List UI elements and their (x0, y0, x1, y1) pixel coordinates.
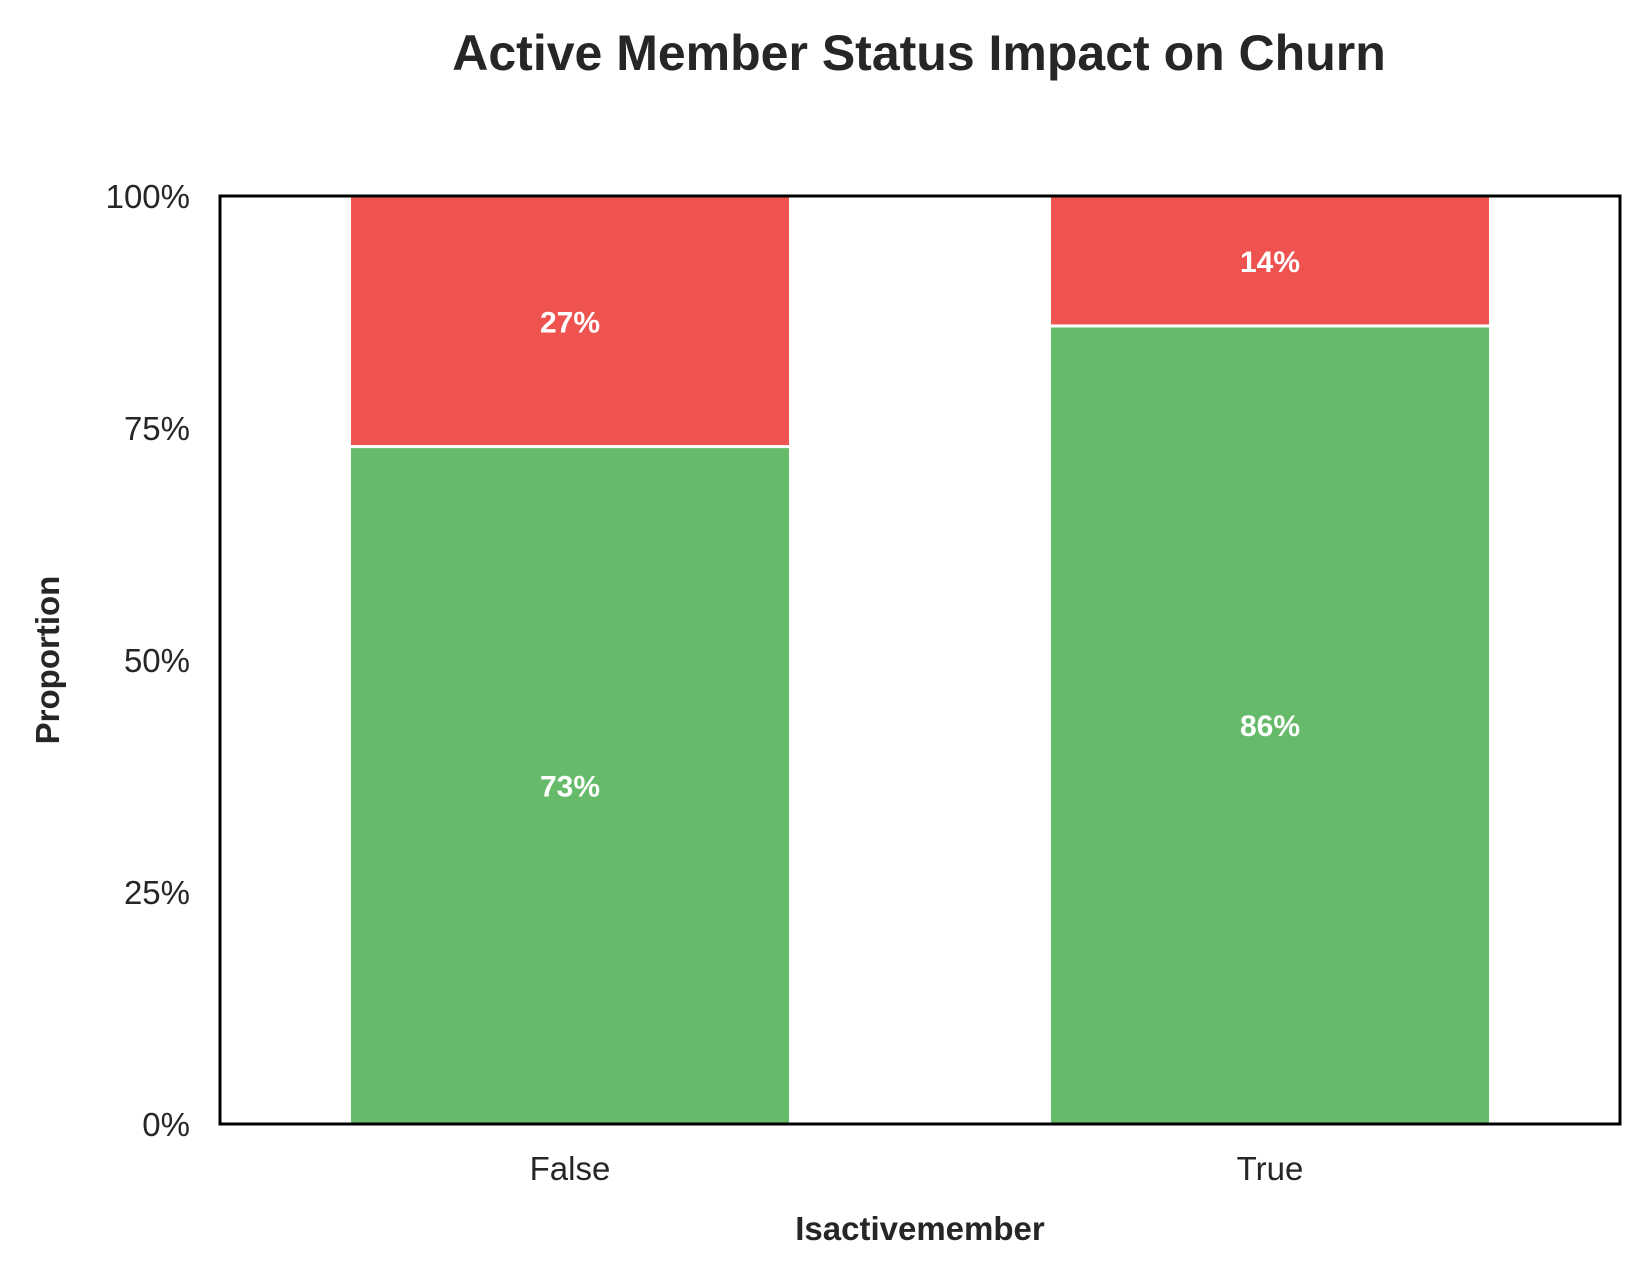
y-tick-label: 25% (124, 874, 190, 911)
bar-retained-segment-true (1048, 324, 1492, 1126)
y-tick-label: 0% (142, 1106, 190, 1143)
y-axis-label: Proportion (29, 576, 66, 745)
data-label-retained-segment-false: 73% (540, 770, 600, 803)
y-tick-label: 50% (124, 642, 190, 679)
y-axis: 0% 25% 50% 75% 100% (106, 178, 190, 1143)
data-label-churned-segment-true: 14% (1240, 246, 1300, 279)
plot-frame (218, 194, 1622, 1126)
chart-title: Active Member Status Impact on Churn (452, 25, 1386, 81)
y-tick-label: 75% (124, 410, 190, 447)
x-tick-label: True (1237, 1150, 1304, 1187)
x-axis: False True (530, 1150, 1304, 1187)
x-tick-label: False (530, 1150, 611, 1187)
data-labels-layer: 73% 27% 86% 14% (540, 246, 1300, 803)
bars-layer (348, 194, 1492, 1126)
data-label-churned-segment-false: 27% (540, 306, 600, 339)
data-label-retained-segment-true: 86% (1240, 710, 1300, 743)
bar-retained-segment-false (348, 445, 792, 1126)
y-tick-label: 100% (106, 178, 190, 215)
x-axis-label: Isactivemember (795, 1210, 1045, 1247)
bar-churned-segment-true (1048, 194, 1492, 328)
